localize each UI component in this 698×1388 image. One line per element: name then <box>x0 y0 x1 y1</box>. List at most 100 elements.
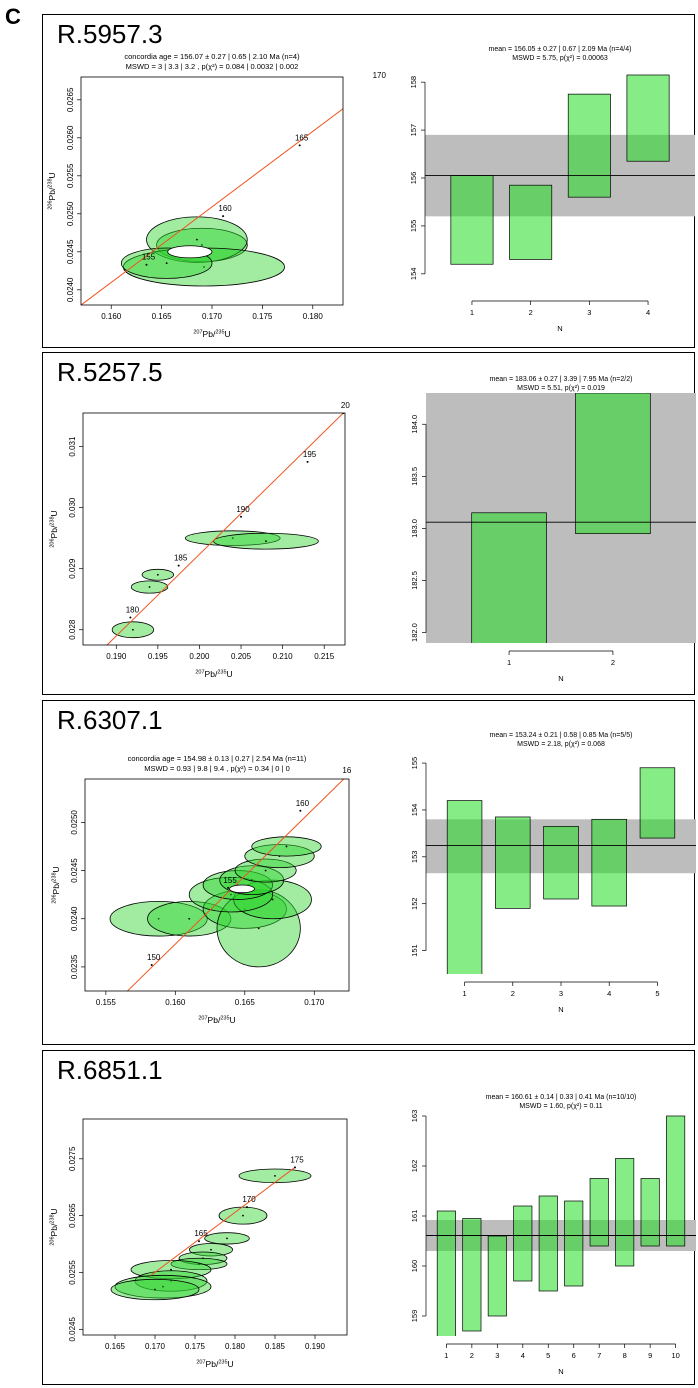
concordia-frame <box>82 412 346 646</box>
mean-title-line: mean = 156.05 ± 0.27 | 0.67 | 2.09 Ma (n… <box>489 46 632 53</box>
x-tick-label: 1 <box>470 308 474 317</box>
ellipse-center <box>274 1174 276 1177</box>
mean-title-line: mean = 183.06 ± 0.27 | 3.39 | 7.95 Ma (n… <box>490 376 633 383</box>
age-tick-mark <box>306 460 309 463</box>
age-tick-mark <box>298 144 301 147</box>
y-tick-label: 156 <box>409 172 418 185</box>
x-tick-label: 0.155 <box>96 998 117 1007</box>
x-axis-label: 207Pb/235U <box>198 1015 235 1025</box>
ellipse-center <box>156 573 159 576</box>
age-error-bar <box>589 1178 609 1247</box>
ellipse-center <box>242 1214 244 1217</box>
weighted-mean-plot: mean = 183.06 ± 0.27 | 3.39 | 7.95 Ma (n… <box>410 376 696 683</box>
x-tick-label: 3 <box>587 308 591 317</box>
weighted-mean-plot: mean = 160.61 ± 0.14 | 0.33 | 0.41 Ma (n… <box>410 1094 696 1376</box>
panel-plots: concordia age = 156.07 ± 0.27 | 0.65 | 2… <box>47 46 695 339</box>
age-error-bar <box>626 74 670 162</box>
age-error-bar <box>575 393 651 534</box>
ellipse-center <box>148 586 151 588</box>
weighted-mean-plot: mean = 153.24 ± 0.21 | 0.58 | 0.85 Ma (n… <box>410 732 696 1014</box>
y-tick-label: 0.0255 <box>66 163 75 188</box>
weighted-mean-plot: mean = 156.05 ± 0.27 | 0.67 | 2.09 Ma (n… <box>409 46 695 333</box>
age-error-bar <box>615 1158 635 1267</box>
y-tick-label: 0.0245 <box>68 1317 77 1342</box>
ellipse-center <box>226 1237 228 1240</box>
x-tick-label: 0.165 <box>105 1342 126 1351</box>
x-tick-label: 1 <box>507 658 511 667</box>
ellipse-center <box>170 1280 172 1282</box>
age-error-bar <box>436 1210 456 1336</box>
age-tick-mark <box>198 1240 200 1243</box>
y-tick-label: 0.0265 <box>66 87 75 112</box>
y-tick-label: 0.0265 <box>68 1203 77 1228</box>
ellipse-center <box>157 917 160 920</box>
concordia-curve <box>126 779 345 991</box>
age-tick-label: 155 <box>223 876 237 885</box>
ellipse-center <box>243 908 246 910</box>
x-tick-label: 5 <box>655 989 659 998</box>
age-tick-mark <box>222 215 225 218</box>
age-tick-label: 195 <box>303 450 317 459</box>
age-tick-label: 150 <box>147 953 161 962</box>
ellipse-center <box>257 927 260 930</box>
age-tick-label: 20 <box>341 401 350 410</box>
age-error-bar <box>564 1200 584 1287</box>
panel-title: R.5257.5 <box>57 357 163 387</box>
ellipse-center <box>229 893 232 896</box>
ellipse-center <box>285 845 288 848</box>
concordia-age-ellipse <box>167 245 213 259</box>
x-tick-label: 4 <box>607 989 611 998</box>
y-tick-label: 163 <box>410 1110 419 1123</box>
y-tick-label: 158 <box>409 76 418 89</box>
x-tick-label: 3 <box>495 1351 499 1360</box>
concordia-title-line: concordia age = 154.98 ± 0.13 | 0.27 | 2… <box>128 754 307 763</box>
y-tick-label: 160 <box>410 1260 419 1273</box>
ellipse-center <box>231 537 234 540</box>
concordia-curve <box>150 1166 296 1276</box>
age-tick-mark <box>240 515 243 518</box>
x-tick-label: 2 <box>529 308 533 317</box>
panel-plots: 180 185 190 195 20 0.190 0.195 0.200 0.205 0.210 0… <box>49 376 696 683</box>
x-tick-label: 0.160 <box>165 998 186 1007</box>
y-tick-label: 183.0 <box>410 519 419 538</box>
x-tick-label: 1 <box>462 989 466 998</box>
y-tick-label: 154 <box>409 268 418 281</box>
svg-text:207Pb/235U: 207Pb/235U <box>198 1015 235 1025</box>
age-tick-mark <box>294 1166 296 1169</box>
x-tick-label: 0.205 <box>231 652 252 661</box>
y-tick-label: 0.0240 <box>66 277 75 302</box>
svg-text:207Pb/235U: 207Pb/235U <box>196 1359 233 1369</box>
ellipse-center <box>188 917 191 920</box>
ellipse-center <box>271 898 274 901</box>
age-error-bar <box>471 512 547 643</box>
y-tick-label: 0.0240 <box>70 906 79 931</box>
ellipse-center <box>195 238 198 241</box>
x-tick-label: 3 <box>559 989 563 998</box>
age-error-bar <box>543 825 579 900</box>
y-axis-label: 206Pb/238U <box>49 510 59 547</box>
y-tick-label: 182.5 <box>410 571 419 590</box>
age-error-bar <box>591 818 627 907</box>
x-tick-label: 0.160 <box>101 312 122 321</box>
x-axis-label: N <box>557 324 562 333</box>
y-axis-label: 206Pb/238U <box>51 866 61 903</box>
age-error-bar <box>450 175 494 265</box>
concordia-title-line: MSWD = 0.93 | 9.8 | 9.4 , p(χ²) = 0.34 |… <box>144 764 290 773</box>
panel-R-6307-1: R.6307.1 concordia age = 154.98 ± 0.13 | … <box>42 700 696 1045</box>
y-tick-label: 0.031 <box>68 436 77 457</box>
age-tick-mark <box>145 263 148 266</box>
y-tick-label: 161 <box>410 1210 419 1223</box>
x-tick-label: 0.185 <box>265 1342 286 1351</box>
mean-title-line: MSWD = 1.60, p(χ²) = 0.11 <box>519 1103 602 1110</box>
x-tick-label: 5 <box>546 1351 550 1360</box>
age-error-bar <box>640 1178 660 1247</box>
x-tick-label: 9 <box>648 1351 652 1360</box>
age-tick-label: 185 <box>174 554 188 563</box>
age-tick-mark <box>227 886 230 889</box>
age-tick-mark <box>376 82 378 84</box>
x-tick-label: 0.195 <box>148 652 169 661</box>
age-error-bar <box>538 1195 558 1292</box>
age-tick-mark <box>129 616 132 619</box>
y-tick-label: 155 <box>410 757 419 770</box>
ellipse-center <box>154 1288 156 1291</box>
